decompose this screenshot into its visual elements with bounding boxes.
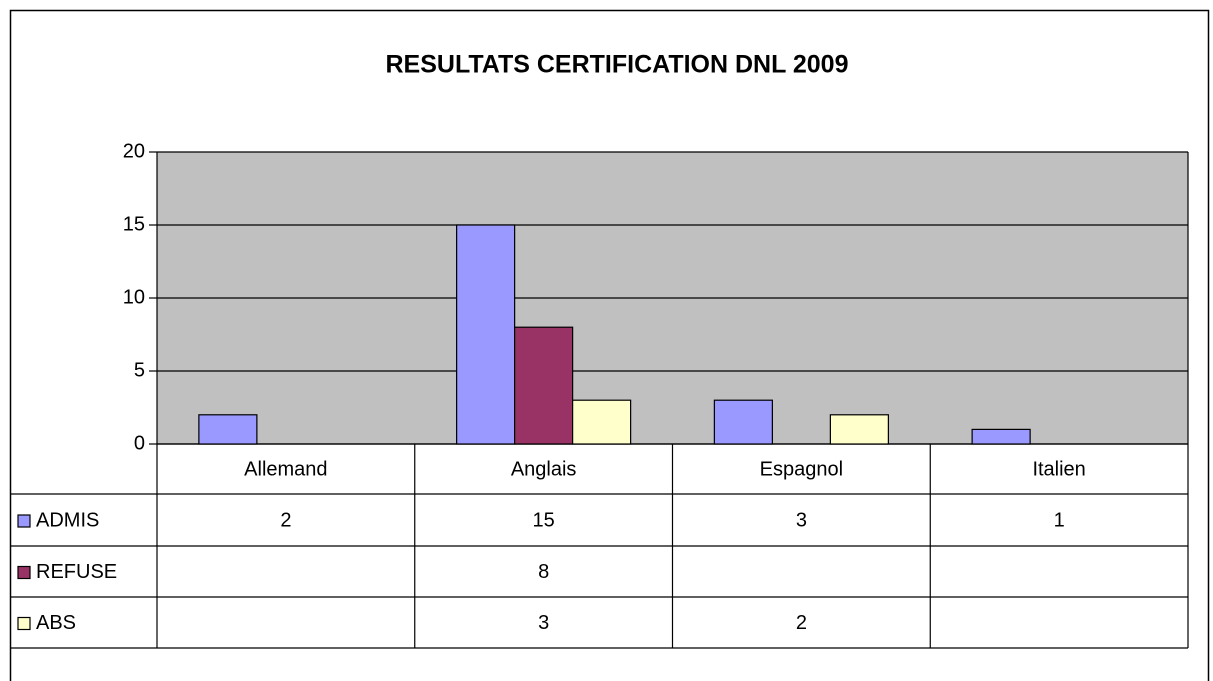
legend-label: REFUSE bbox=[36, 561, 117, 583]
x-tick-label: Allemand bbox=[244, 458, 327, 480]
chart-title: RESULTATS CERTIFICATION DNL 2009 bbox=[385, 51, 848, 79]
table-value: 2 bbox=[280, 509, 291, 531]
y-tick-label: 0 bbox=[134, 432, 145, 454]
legend-key bbox=[17, 514, 31, 528]
y-tick-label: 5 bbox=[134, 359, 145, 381]
legend-key bbox=[17, 565, 31, 580]
bar bbox=[456, 224, 516, 445]
legend-label: ABS bbox=[36, 612, 76, 634]
bar bbox=[514, 326, 574, 445]
x-tick-label: Italien bbox=[1032, 458, 1085, 480]
table-value: 8 bbox=[538, 561, 549, 583]
y-tick-label: 10 bbox=[123, 286, 145, 308]
table-value: 1 bbox=[1054, 509, 1065, 531]
legend-label: ADMIS bbox=[36, 509, 99, 531]
chart-border bbox=[9, 9, 1210, 681]
bar bbox=[971, 428, 1031, 445]
x-tick-label: Espagnol bbox=[760, 458, 843, 480]
legend-key bbox=[17, 616, 31, 631]
y-tick-label: 20 bbox=[123, 140, 145, 162]
table-value: 15 bbox=[533, 509, 555, 531]
table-value: 2 bbox=[796, 612, 807, 634]
bar bbox=[829, 414, 889, 445]
bar bbox=[572, 399, 632, 445]
y-tick-label: 15 bbox=[123, 213, 145, 235]
bar bbox=[198, 414, 258, 445]
table-value: 3 bbox=[796, 509, 807, 531]
x-tick-label: Anglais bbox=[511, 458, 577, 480]
bar bbox=[713, 399, 773, 445]
table-value: 3 bbox=[538, 612, 549, 634]
